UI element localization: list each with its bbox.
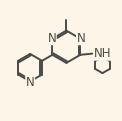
Text: N: N: [26, 76, 35, 89]
Text: NH: NH: [94, 47, 111, 60]
Text: N: N: [77, 32, 85, 45]
Text: N: N: [47, 32, 56, 45]
